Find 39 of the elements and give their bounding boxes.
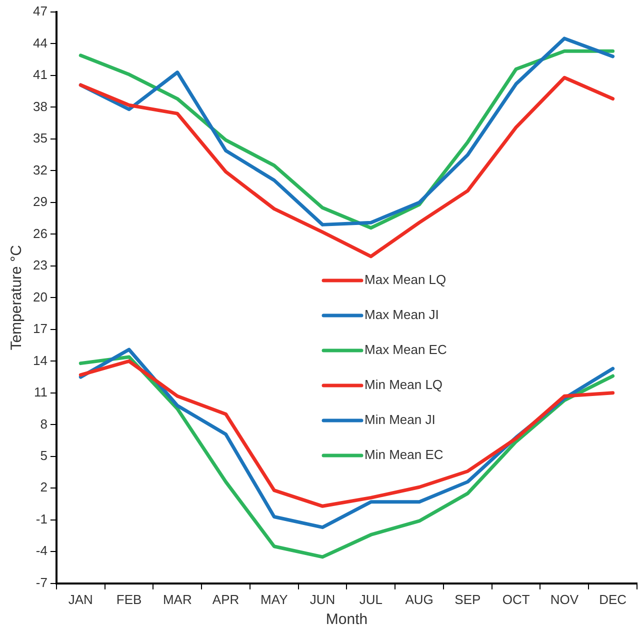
legend-label: Max Mean LQ: [364, 272, 446, 288]
y-tick-label: 38: [32, 98, 48, 114]
y-tick-label: 44: [32, 35, 48, 50]
y-tick-label: -4: [36, 543, 48, 558]
x-tick-label: SEP: [454, 592, 481, 607]
x-tick-label: NOV: [550, 592, 579, 607]
x-tick-label: AUG: [405, 592, 434, 607]
y-tick-label: 5: [40, 448, 48, 463]
y-tick-label: 35: [32, 130, 48, 146]
x-tick-label: JAN: [68, 592, 93, 607]
x-tick-label: JUL: [359, 592, 382, 607]
legend-label: Min Mean LQ: [364, 377, 443, 392]
legend-label: Max Mean EC: [364, 342, 447, 358]
x-tick-label: DEC: [599, 592, 627, 607]
y-tick-label: 2: [40, 480, 48, 495]
y-axis-title: Temperature °C: [8, 244, 26, 350]
x-tick-label: APR: [212, 592, 240, 607]
x-tick-label: OCT: [502, 592, 530, 607]
legend-label: Max Mean JI: [364, 307, 439, 322]
y-tick-label: 20: [32, 289, 48, 304]
x-tick-label: MAY: [260, 592, 288, 607]
y-tick-label: 29: [32, 194, 48, 210]
x-tick-label: JUN: [310, 592, 336, 607]
y-tick-label: -7: [36, 574, 48, 590]
x-axis-title: Month: [326, 611, 368, 628]
legend-label: Min Mean JI: [364, 412, 436, 428]
x-tick-label: MAR: [162, 592, 192, 607]
y-tick-label: 17: [32, 321, 48, 336]
y-tick-label: 26: [32, 226, 48, 241]
y-tick-label: 41: [32, 67, 48, 82]
y-tick-label: 11: [34, 384, 48, 400]
y-tick-label: 47: [32, 4, 48, 19]
y-tick-label: 23: [32, 258, 48, 273]
x-tick-label: FEB: [116, 592, 142, 607]
y-tick-label: 14: [32, 352, 48, 368]
legend-label: Min Mean EC: [364, 447, 444, 462]
y-tick-label: -1: [36, 511, 48, 526]
y-tick-label: 8: [40, 416, 48, 432]
y-tick-label: 32: [32, 162, 48, 178]
